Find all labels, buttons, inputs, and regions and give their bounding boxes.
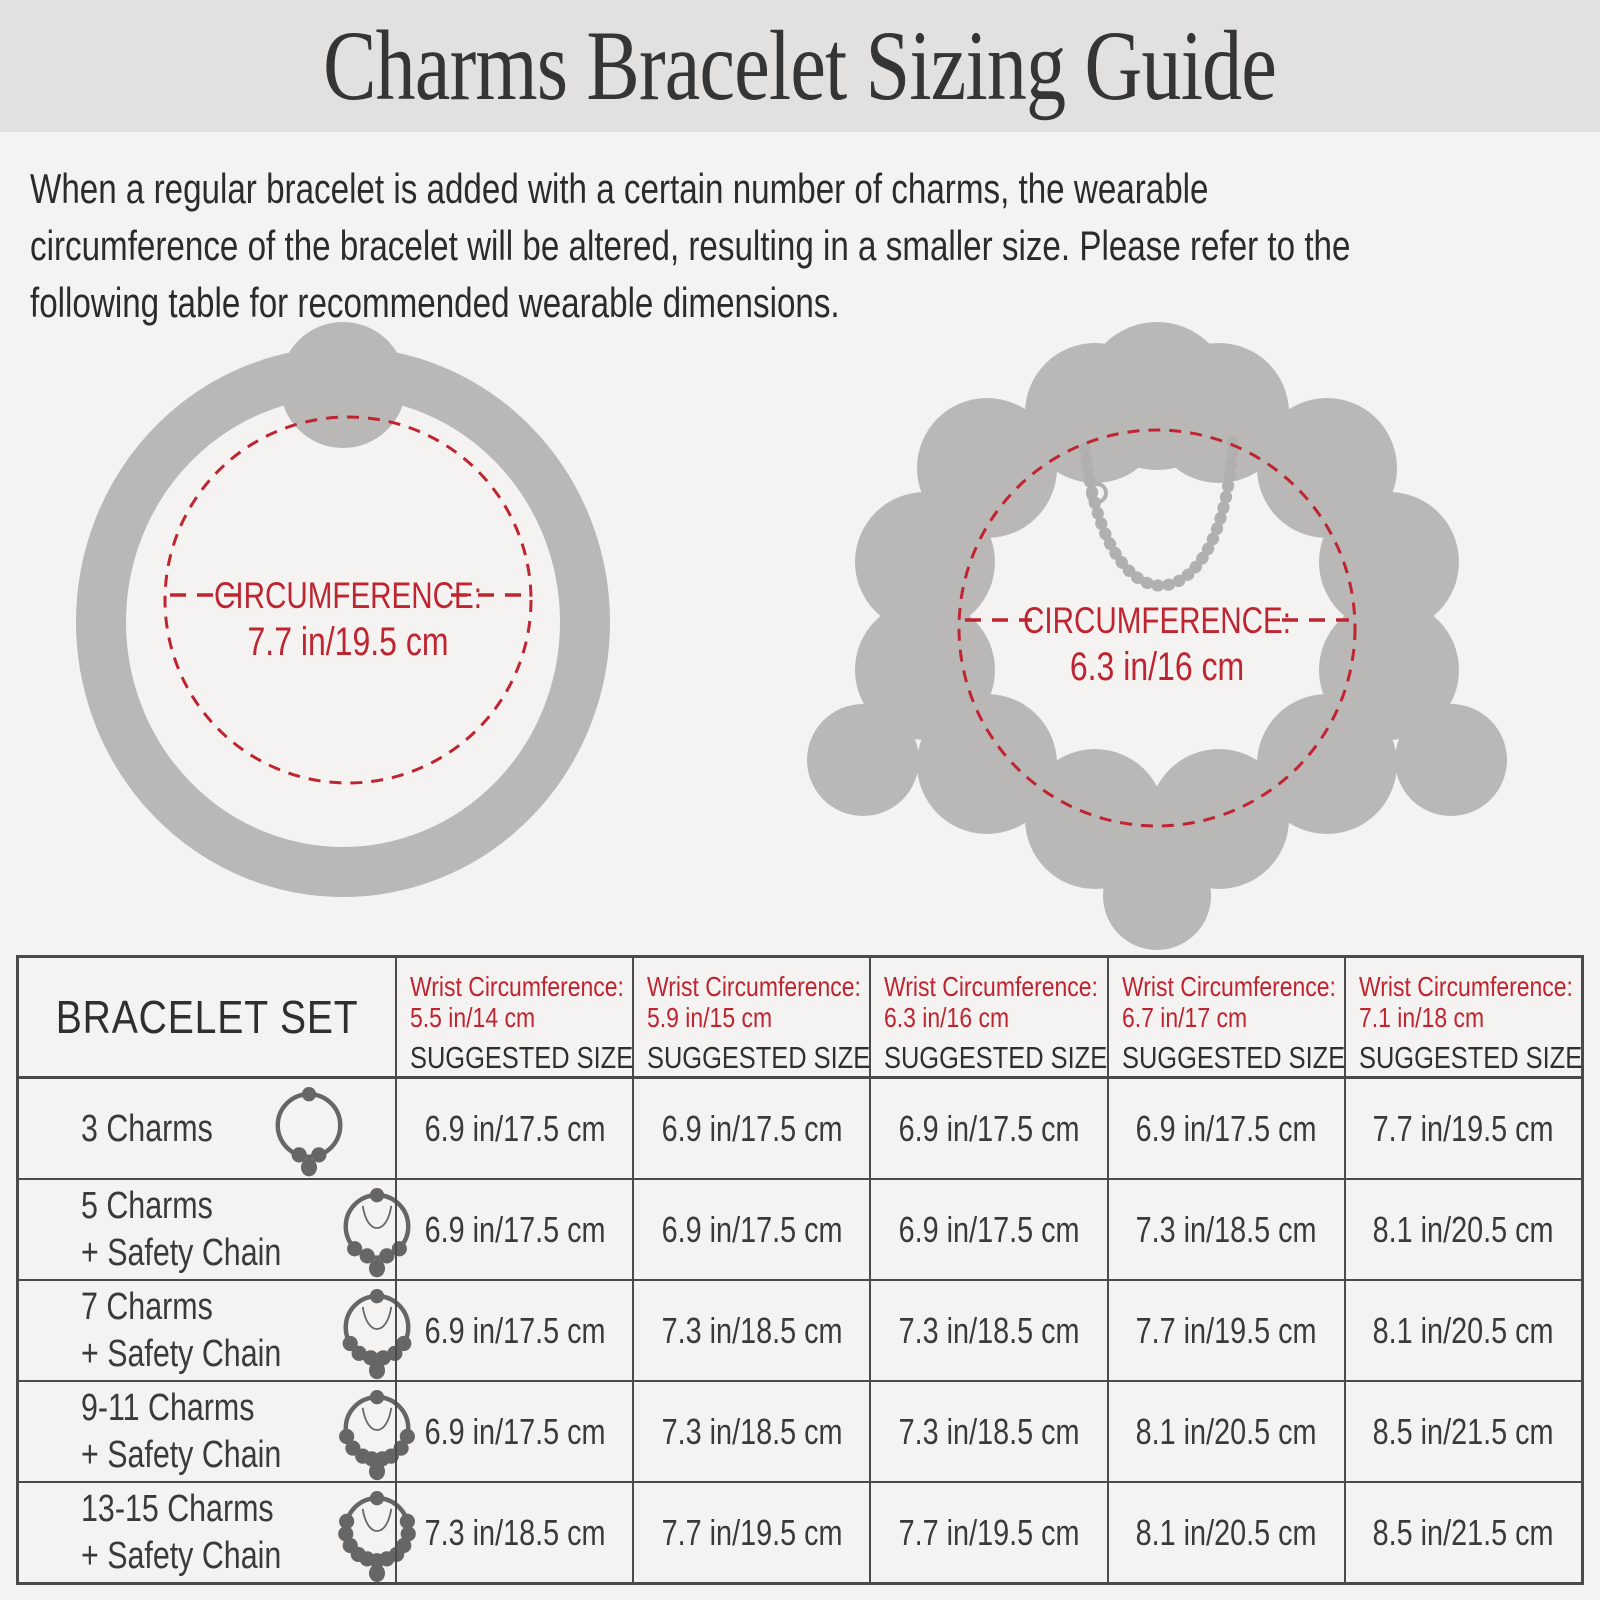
table-header-size-column: Wrist Circumference: 5.5 in/14 cm SUGGES… bbox=[395, 958, 633, 1076]
bracelet-13-15-charms-safety-chain-icon bbox=[338, 1491, 417, 1583]
circumference-dashed-circle bbox=[957, 428, 1357, 828]
row-label: 5 Charms bbox=[81, 1185, 213, 1227]
circumference-dashed-circle bbox=[163, 415, 533, 785]
charm-bracelet-silhouette bbox=[807, 322, 1507, 950]
dangling-charm bbox=[1103, 842, 1211, 950]
circumference-label: CIRCUMFERENCE: bbox=[1023, 601, 1291, 642]
size-cell: 7.3 in/18.5 cm bbox=[395, 1483, 632, 1583]
bracelet-set-cell: 5 Charms + Safety Chain bbox=[19, 1180, 411, 1280]
table-header-size-column: Wrist Circumference: 6.3 in/16 cm SUGGES… bbox=[869, 958, 1108, 1076]
table-row: 7 Charms + Safety Chain 6.9 in/17.5 cm 7… bbox=[19, 1279, 1581, 1381]
size-cell: 8.1 in/20.5 cm bbox=[1106, 1483, 1344, 1583]
clasp-ball bbox=[280, 322, 406, 448]
row-label: + Safety Chain bbox=[81, 1434, 282, 1476]
table-header-size-column: Wrist Circumference: 6.7 in/17 cm SUGGES… bbox=[1106, 958, 1345, 1076]
bracelet-set-cell: 13-15 Charms + Safety Chain bbox=[19, 1483, 417, 1583]
bracelet-5-charms-safety-chain-icon bbox=[343, 1188, 411, 1278]
size-cell: 8.5 in/21.5 cm bbox=[1343, 1483, 1581, 1583]
bracelet-7-charms-safety-chain-icon bbox=[342, 1289, 412, 1380]
size-cell: 7.3 in/18.5 cm bbox=[1106, 1180, 1344, 1280]
bracelet-set-cell: 9-11 Charms + Safety Chain bbox=[19, 1382, 416, 1482]
table-row: 9-11 Charms + Safety Chain 6.9 in/17.5 c… bbox=[19, 1380, 1581, 1482]
bracelet-9-11-charms-safety-chain-icon bbox=[339, 1390, 416, 1481]
page-title: Charms Bracelet Sizing Guide bbox=[323, 10, 1278, 121]
size-cell: 6.9 in/17.5 cm bbox=[632, 1079, 869, 1179]
size-cell: 6.9 in/17.5 cm bbox=[632, 1180, 869, 1280]
size-cell: 7.3 in/18.5 cm bbox=[632, 1382, 869, 1482]
row-label: 7 Charms bbox=[81, 1286, 213, 1328]
dangling-charm bbox=[1395, 704, 1507, 816]
safety-chain-silhouette bbox=[1079, 432, 1239, 592]
size-cell: 6.9 in/17.5 cm bbox=[395, 1382, 632, 1482]
size-cell: 7.7 in/19.5 cm bbox=[1343, 1079, 1581, 1179]
intro-line: When a regular bracelet is added with a … bbox=[30, 165, 1209, 212]
size-cell: 6.9 in/17.5 cm bbox=[869, 1180, 1106, 1280]
table-header-size-column: Wrist Circumference: 5.9 in/15 cm SUGGES… bbox=[632, 958, 870, 1076]
plain-bracelet-silhouette bbox=[76, 322, 610, 897]
row-label: 13-15 Charms bbox=[81, 1488, 274, 1530]
table-header-row: BRACELET SET Wrist Circumference: 5.5 in… bbox=[19, 958, 1582, 1076]
size-cell: 6.9 in/17.5 cm bbox=[395, 1281, 632, 1381]
size-cell: 7.3 in/18.5 cm bbox=[869, 1382, 1106, 1482]
size-cell: 8.1 in/20.5 cm bbox=[1106, 1382, 1344, 1482]
intro-line: following table for recommended wearable… bbox=[30, 279, 840, 326]
size-cell: 7.7 in/19.5 cm bbox=[632, 1483, 869, 1583]
size-cell: 6.9 in/17.5 cm bbox=[395, 1180, 632, 1280]
safety-chain-clasp bbox=[1086, 482, 1108, 504]
size-cell: 8.1 in/20.5 cm bbox=[1343, 1281, 1581, 1381]
title-band: Charms Bracelet Sizing Guide bbox=[0, 0, 1600, 132]
table-row: 3 Charms 6.9 in/17.5 cm 6.9 in/17.5 cm 6… bbox=[19, 1076, 1581, 1179]
size-cell: 8.1 in/20.5 cm bbox=[1343, 1180, 1581, 1280]
bracelet-set-cell: 3 Charms bbox=[19, 1079, 395, 1179]
bracelet-3-charms-icon bbox=[275, 1087, 343, 1177]
charm-bracelet-diagram: CIRCUMFERENCE: 6.3 in/16 cm bbox=[807, 322, 1507, 950]
size-cell: 6.9 in/17.5 cm bbox=[1106, 1079, 1344, 1179]
table-header-size-column: Wrist Circumference: 7.1 in/18 cm SUGGES… bbox=[1343, 958, 1582, 1076]
table-row: 13-15 Charms + Safety Chain 7.3 in/18.5 bbox=[19, 1481, 1581, 1583]
intro-paragraph: When a regular bracelet is added with a … bbox=[30, 160, 1600, 331]
size-cell: 7.3 in/18.5 cm bbox=[632, 1281, 869, 1381]
size-cell: 7.7 in/19.5 cm bbox=[869, 1483, 1106, 1583]
circumference-value: 6.3 in/16 cm bbox=[1070, 644, 1244, 689]
size-cell: 7.7 in/19.5 cm bbox=[1106, 1281, 1344, 1381]
size-cell: 6.9 in/17.5 cm bbox=[395, 1079, 632, 1179]
plain-bracelet-diagram: CIRCUMFERENCE: 7.7 in/19.5 cm bbox=[76, 322, 610, 897]
circumference-value: 7.7 in/19.5 cm bbox=[248, 619, 449, 664]
size-cell: 7.3 in/18.5 cm bbox=[869, 1281, 1106, 1381]
size-cell: 8.5 in/21.5 cm bbox=[1343, 1382, 1581, 1482]
row-label: + Safety Chain bbox=[81, 1333, 282, 1375]
sizing-table: BRACELET SET Wrist Circumference: 5.5 in… bbox=[16, 955, 1584, 1585]
bracelet-set-cell: 7 Charms + Safety Chain bbox=[19, 1281, 412, 1381]
table-header-bracelet-set: BRACELET SET bbox=[55, 991, 359, 1043]
circumference-label: CIRCUMFERENCE: bbox=[214, 576, 482, 617]
dangling-charm bbox=[807, 704, 919, 816]
row-label: + Safety Chain bbox=[81, 1232, 282, 1274]
row-label: 3 Charms bbox=[81, 1107, 213, 1150]
intro-line: circumference of the bracelet will be al… bbox=[30, 222, 1351, 269]
table-row: 5 Charms + Safety Chain 6.9 in/17.5 cm 6… bbox=[19, 1178, 1581, 1280]
row-label: + Safety Chain bbox=[81, 1535, 282, 1577]
row-label: 9-11 Charms bbox=[81, 1387, 255, 1429]
size-cell: 6.9 in/17.5 cm bbox=[869, 1079, 1106, 1179]
